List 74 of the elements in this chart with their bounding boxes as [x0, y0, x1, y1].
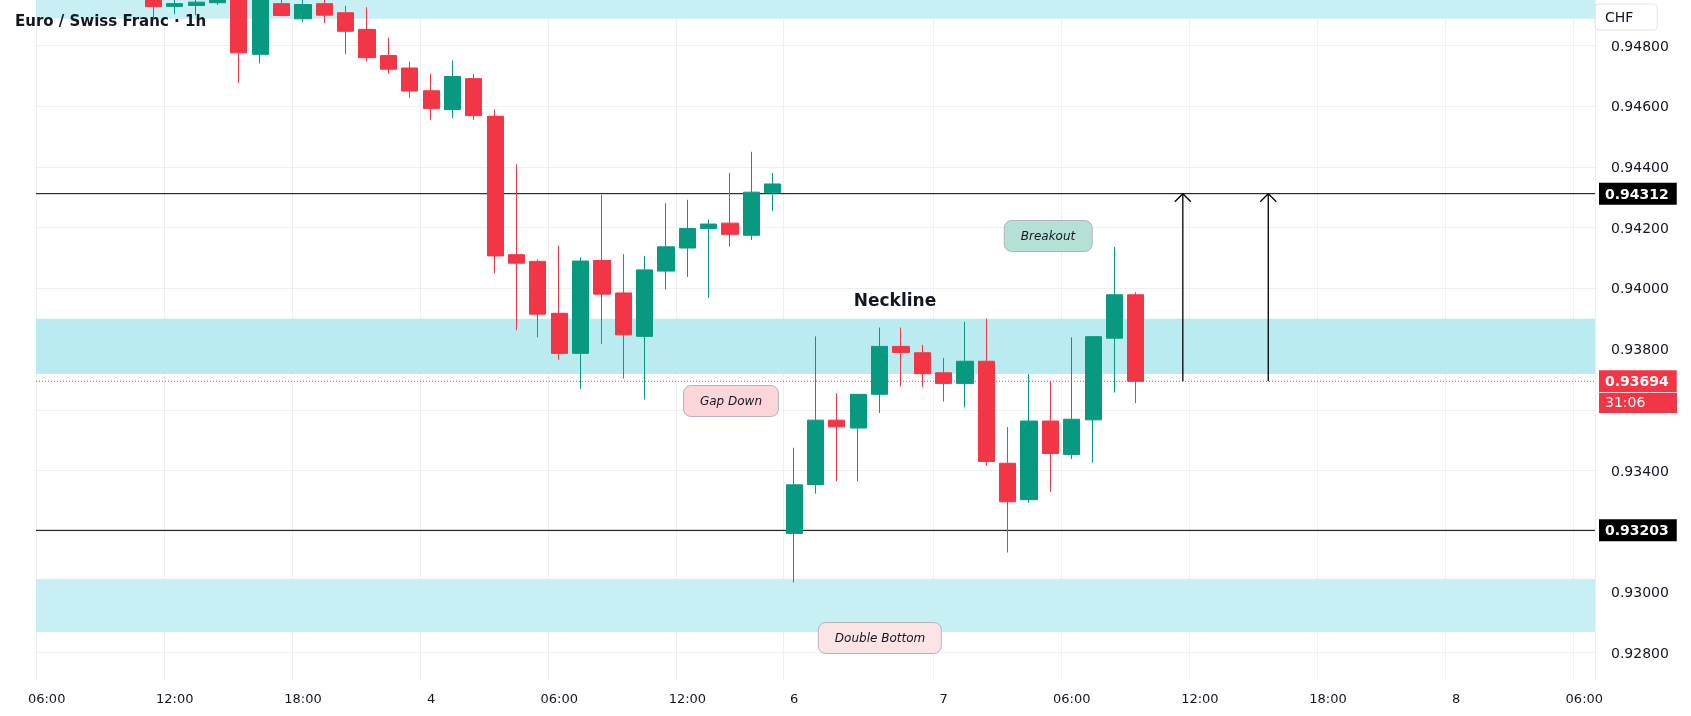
candlestick — [252, 0, 269, 64]
candlestick — [1106, 246, 1123, 394]
candlestick — [401, 61, 418, 99]
candlestick — [209, 0, 226, 6]
x-tick-label: 06:00 — [27, 691, 66, 706]
candlestick — [444, 59, 461, 119]
x-tick-label: 06:00 — [1053, 691, 1091, 706]
annotation: Breakout — [1003, 220, 1093, 252]
x-tick-label: 18:00 — [1309, 691, 1347, 706]
x-tick-label: 4 — [426, 691, 436, 706]
candlestick — [679, 199, 696, 278]
candlestick — [593, 194, 611, 345]
candlestick — [166, 0, 183, 15]
text: 31:06 — [1599, 393, 1678, 414]
ref-line-label: 0.93694 — [1605, 373, 1670, 390]
x-tick-label: 12:00 — [156, 691, 194, 706]
x-tick-label: 7 — [939, 691, 948, 706]
candlestick — [657, 202, 675, 291]
annotation: Neckline — [853, 290, 937, 310]
candlestick — [465, 73, 482, 121]
candlestick — [230, 0, 247, 84]
y-tick-label: 0.93800 — [1611, 341, 1669, 358]
candlestick — [786, 447, 803, 584]
x-tick-label: 8 — [1452, 691, 1461, 706]
candlestick — [615, 253, 632, 380]
candlestick — [807, 335, 824, 495]
candlestick — [721, 172, 739, 248]
x-tick-label: 6 — [790, 691, 799, 706]
candlestick — [892, 327, 910, 387]
y-axis-title: CHF — [1605, 9, 1634, 25]
y-tick-label: 0.92800 — [1611, 644, 1669, 661]
candlestick — [572, 256, 589, 390]
y-tick-label: 0.94000 — [1611, 280, 1669, 297]
candlestick — [999, 426, 1016, 553]
candlestick — [871, 327, 888, 414]
x-tick-label: 12:00 — [1181, 691, 1219, 706]
candlestick — [380, 37, 397, 75]
candlestick — [1042, 380, 1059, 493]
candlestick — [316, 0, 333, 24]
y-tick-label: 0.94600 — [1611, 98, 1669, 115]
candlestick — [764, 172, 781, 212]
candlestick — [358, 6, 376, 62]
x-tick-label: 06:00 — [540, 691, 578, 706]
candlestick — [529, 259, 546, 338]
candlestick — [743, 151, 760, 241]
x-tick-label: 12:00 — [668, 691, 707, 706]
candlestick — [828, 392, 845, 482]
candlestick — [1020, 373, 1038, 504]
x-tick-label: 06:00 — [1565, 691, 1604, 706]
candlestick — [956, 321, 974, 408]
candlestick — [1085, 336, 1102, 464]
y-tick-label: 0.93400 — [1611, 462, 1669, 479]
candlestick — [337, 5, 354, 55]
y-tick-label: 0.94200 — [1611, 219, 1669, 236]
candlestick — [273, 0, 290, 16]
candlestick — [700, 218, 717, 299]
y-tick-label: 0.94800 — [1611, 37, 1669, 54]
ref-line-label: 0.94312 — [1605, 185, 1669, 202]
y-tick-label: 0.94400 — [1611, 158, 1669, 175]
candlestick — [1063, 336, 1080, 460]
annotation: Double Bottom — [817, 622, 943, 654]
candlestick — [636, 255, 653, 400]
ref-line-label: 0.93203 — [1605, 522, 1669, 539]
x-tick-label: 18:00 — [284, 691, 322, 706]
candlestick — [188, 0, 205, 16]
candlestick — [294, 0, 312, 23]
y-tick-label: 0.93000 — [1611, 583, 1669, 600]
candlestick — [423, 73, 440, 121]
candlestick — [487, 109, 504, 275]
candlestick — [850, 393, 867, 482]
annotation: Gap Down — [682, 385, 780, 417]
candlestick — [508, 163, 525, 331]
candlestick — [551, 245, 568, 361]
text: Euro / Swiss Franc · 1h — [15, 11, 207, 30]
